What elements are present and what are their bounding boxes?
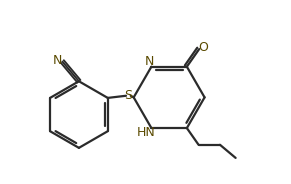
Text: N: N [145, 55, 155, 68]
Text: HN: HN [137, 126, 155, 139]
Text: N: N [53, 54, 62, 67]
Text: O: O [198, 41, 208, 54]
Text: S: S [124, 89, 132, 102]
